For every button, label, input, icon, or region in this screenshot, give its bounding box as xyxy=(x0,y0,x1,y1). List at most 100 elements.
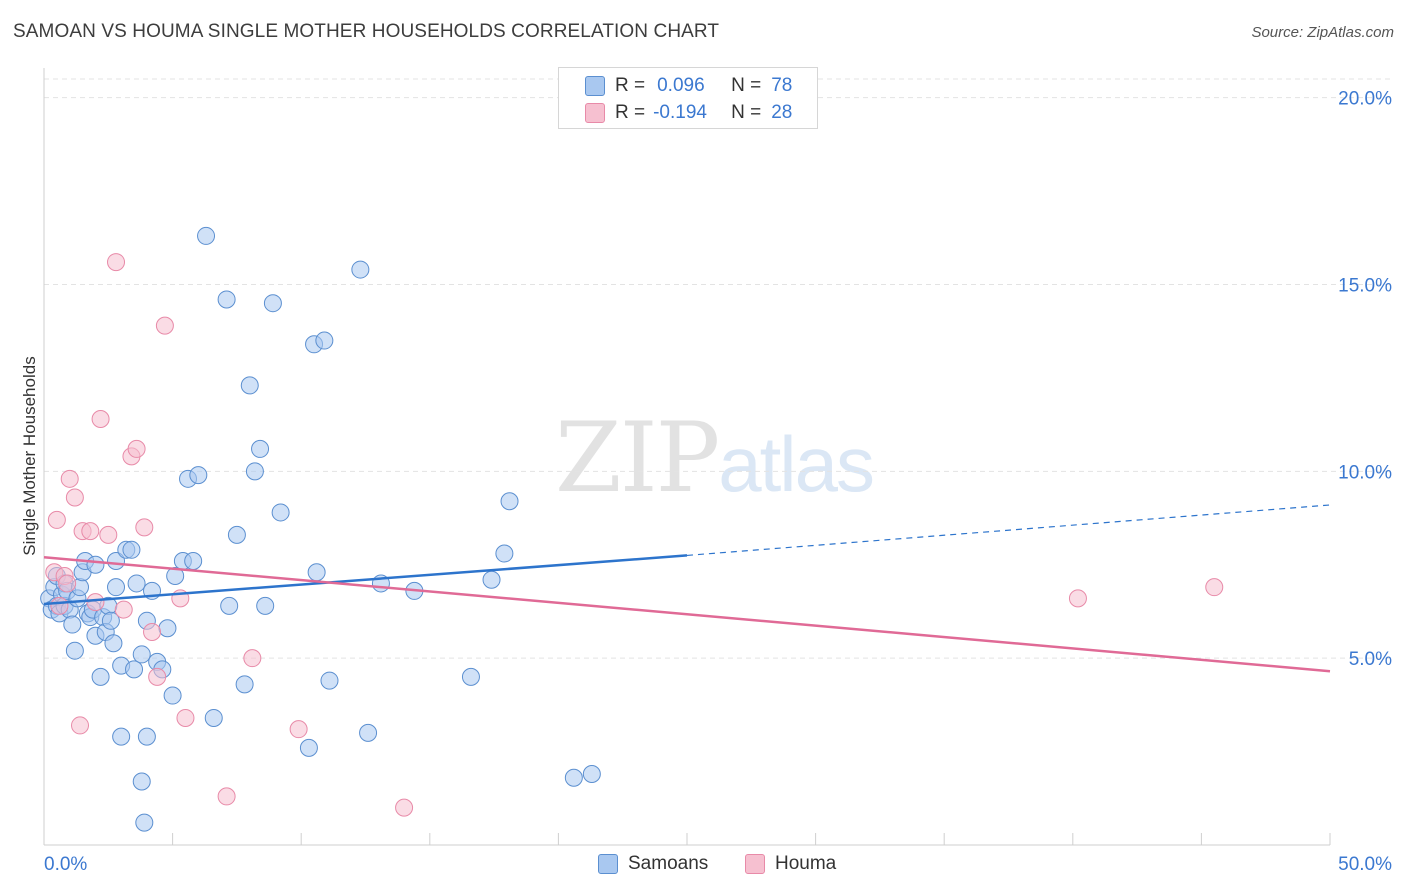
samoans-point xyxy=(127,574,146,593)
houma-point xyxy=(65,488,84,507)
y-tick-label: 10.0% xyxy=(1338,462,1392,483)
legend-n-value-samoans: 78 xyxy=(771,75,793,96)
samoans-legend-swatch xyxy=(598,854,618,874)
legend-r-value-houma: -0.194 xyxy=(653,102,707,123)
samoans-point xyxy=(166,566,185,585)
houma-point xyxy=(86,593,105,612)
houma-point xyxy=(395,798,414,817)
houma-point xyxy=(148,667,167,686)
houma-point xyxy=(1205,578,1224,597)
samoans-point xyxy=(63,615,82,634)
samoans-point xyxy=(240,376,259,395)
samoans-point xyxy=(500,492,519,511)
samoans-point xyxy=(122,540,141,559)
tick-labels: 5.0% 10.0% 15.0% 20.0% 0.0% 50.0% xyxy=(44,89,1392,875)
legend-n-value-houma: 28 xyxy=(771,102,793,123)
houma-point xyxy=(135,518,154,537)
samoans-point xyxy=(132,645,151,664)
samoans-point xyxy=(132,772,151,791)
x-tick-label: 0.0% xyxy=(44,854,87,875)
houma-point xyxy=(99,525,118,544)
houma-point xyxy=(217,787,236,806)
samoans-point xyxy=(125,660,144,679)
houma-point xyxy=(155,316,174,335)
samoans-points xyxy=(40,226,601,832)
samoans-point xyxy=(163,686,182,705)
watermark-atlas: atlas xyxy=(718,420,875,508)
samoans-point xyxy=(263,294,282,313)
samoans-point xyxy=(245,462,264,481)
bottom-legend-samoans[interactable]: Samoans xyxy=(598,853,708,875)
samoans-point xyxy=(299,738,318,757)
houma-point xyxy=(107,253,126,272)
houma-point xyxy=(81,522,100,541)
watermark-zip: ZIP xyxy=(555,402,720,514)
samoans-point xyxy=(189,466,208,485)
samoans-point xyxy=(158,619,177,638)
legend-r-value-samoans: 0.096 xyxy=(657,75,705,96)
chart-title: SAMOAN VS HOUMA SINGLE MOTHER HOUSEHOLDS… xyxy=(13,21,720,42)
samoans-point xyxy=(582,765,601,784)
samoans-point xyxy=(204,708,223,727)
bottom-legend-houma[interactable]: Houma xyxy=(745,853,836,875)
samoans-trendline xyxy=(43,554,688,606)
houma-point xyxy=(58,574,77,593)
houma-point xyxy=(60,469,79,488)
samoans-point xyxy=(351,260,370,279)
legend-row-houma: R = -0.194 N = 28 xyxy=(585,101,792,125)
samoans-point xyxy=(461,667,480,686)
houma-point xyxy=(176,708,195,727)
samoans-point xyxy=(271,503,290,522)
samoans-point xyxy=(112,727,131,746)
samoans-point xyxy=(307,563,326,582)
samoans-point xyxy=(135,813,154,832)
houma-point xyxy=(243,649,262,668)
samoans-trendline-extension xyxy=(686,504,1331,557)
samoans-point xyxy=(235,675,254,694)
legend-row-samoans: R = 0.096 N = 78 xyxy=(585,74,792,98)
houma-point xyxy=(50,596,69,615)
legend-n-label: N = xyxy=(731,75,762,96)
houma-trendline xyxy=(43,556,1331,673)
samoans-swatch xyxy=(585,76,605,96)
watermark: ZIPatlas xyxy=(555,402,875,514)
trend-lines xyxy=(43,504,1331,673)
axes xyxy=(43,68,1331,846)
houma-point xyxy=(114,600,133,619)
houma-point xyxy=(143,623,162,642)
houma-legend-label: Houma xyxy=(775,853,837,874)
samoans-point xyxy=(91,667,110,686)
legend-r-label: R = xyxy=(615,75,646,96)
x-tick-label: 50.0% xyxy=(1338,854,1392,875)
samoans-point xyxy=(184,552,203,571)
samoans-legend-label: Samoans xyxy=(628,853,709,874)
samoans-point xyxy=(107,578,126,597)
samoans-point xyxy=(197,226,216,245)
samoans-point xyxy=(251,439,270,458)
samoans-point xyxy=(315,331,334,350)
samoans-point xyxy=(564,768,583,787)
legend-r-label: R = xyxy=(615,102,646,123)
houma-point xyxy=(127,439,146,458)
houma-point xyxy=(1068,589,1087,608)
houma-points xyxy=(45,253,1224,817)
samoans-point xyxy=(86,555,105,574)
samoans-point xyxy=(320,671,339,690)
houma-point xyxy=(91,410,110,429)
samoans-point xyxy=(495,544,514,563)
houma-point xyxy=(71,716,90,735)
legend-n-label: N = xyxy=(731,102,762,123)
samoans-point xyxy=(137,727,156,746)
y-tick-label: 5.0% xyxy=(1349,649,1392,670)
houma-swatch xyxy=(585,103,605,123)
samoans-point xyxy=(101,611,120,630)
samoans-point xyxy=(256,596,275,615)
houma-point xyxy=(289,720,308,739)
samoans-point xyxy=(104,634,123,653)
houma-legend-swatch xyxy=(745,854,765,874)
samoans-point xyxy=(220,596,239,615)
grid-lines xyxy=(44,78,1392,659)
samoans-point xyxy=(482,570,501,589)
correlation-legend: R = 0.096 N = 78 R = -0.194 N = 28 xyxy=(558,67,818,129)
